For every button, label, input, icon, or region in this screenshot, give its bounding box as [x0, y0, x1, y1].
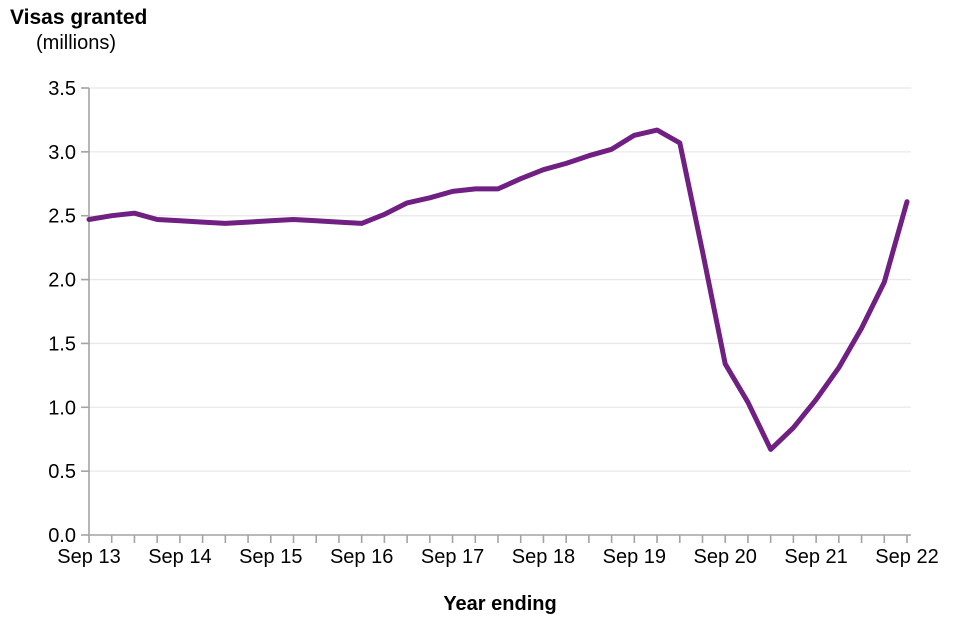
- chart-subtitle: (millions): [36, 32, 116, 54]
- y-tick-label: 2.0: [48, 270, 76, 292]
- x-tick-label: Sep 16: [330, 546, 393, 568]
- y-tick-label: 0.0: [48, 525, 76, 547]
- y-tick-label: 3.0: [48, 142, 76, 164]
- x-tick-label: Sep 18: [512, 546, 575, 568]
- x-tick-label: Sep 15: [239, 546, 302, 568]
- y-tick-label: 1.0: [48, 397, 76, 419]
- x-tick-label: Sep 22: [875, 546, 938, 568]
- y-tick-label: 3.5: [48, 78, 76, 100]
- x-tick-label: Sep 21: [784, 546, 847, 568]
- x-tick-label: Sep 13: [57, 546, 120, 568]
- x-tick-label: Sep 20: [694, 546, 757, 568]
- y-tick-label: 0.5: [48, 461, 76, 483]
- visas-granted-line: [86, 127, 910, 452]
- x-axis-title: Year ending: [443, 593, 557, 615]
- chart-title: Visas granted: [10, 6, 148, 29]
- y-tick-label: 1.5: [48, 333, 76, 355]
- y-tick-label: 2.5: [48, 206, 76, 228]
- x-tick-label: Sep 19: [603, 546, 666, 568]
- x-tick-label: Sep 14: [148, 546, 211, 568]
- x-tick-label: Sep 17: [421, 546, 484, 568]
